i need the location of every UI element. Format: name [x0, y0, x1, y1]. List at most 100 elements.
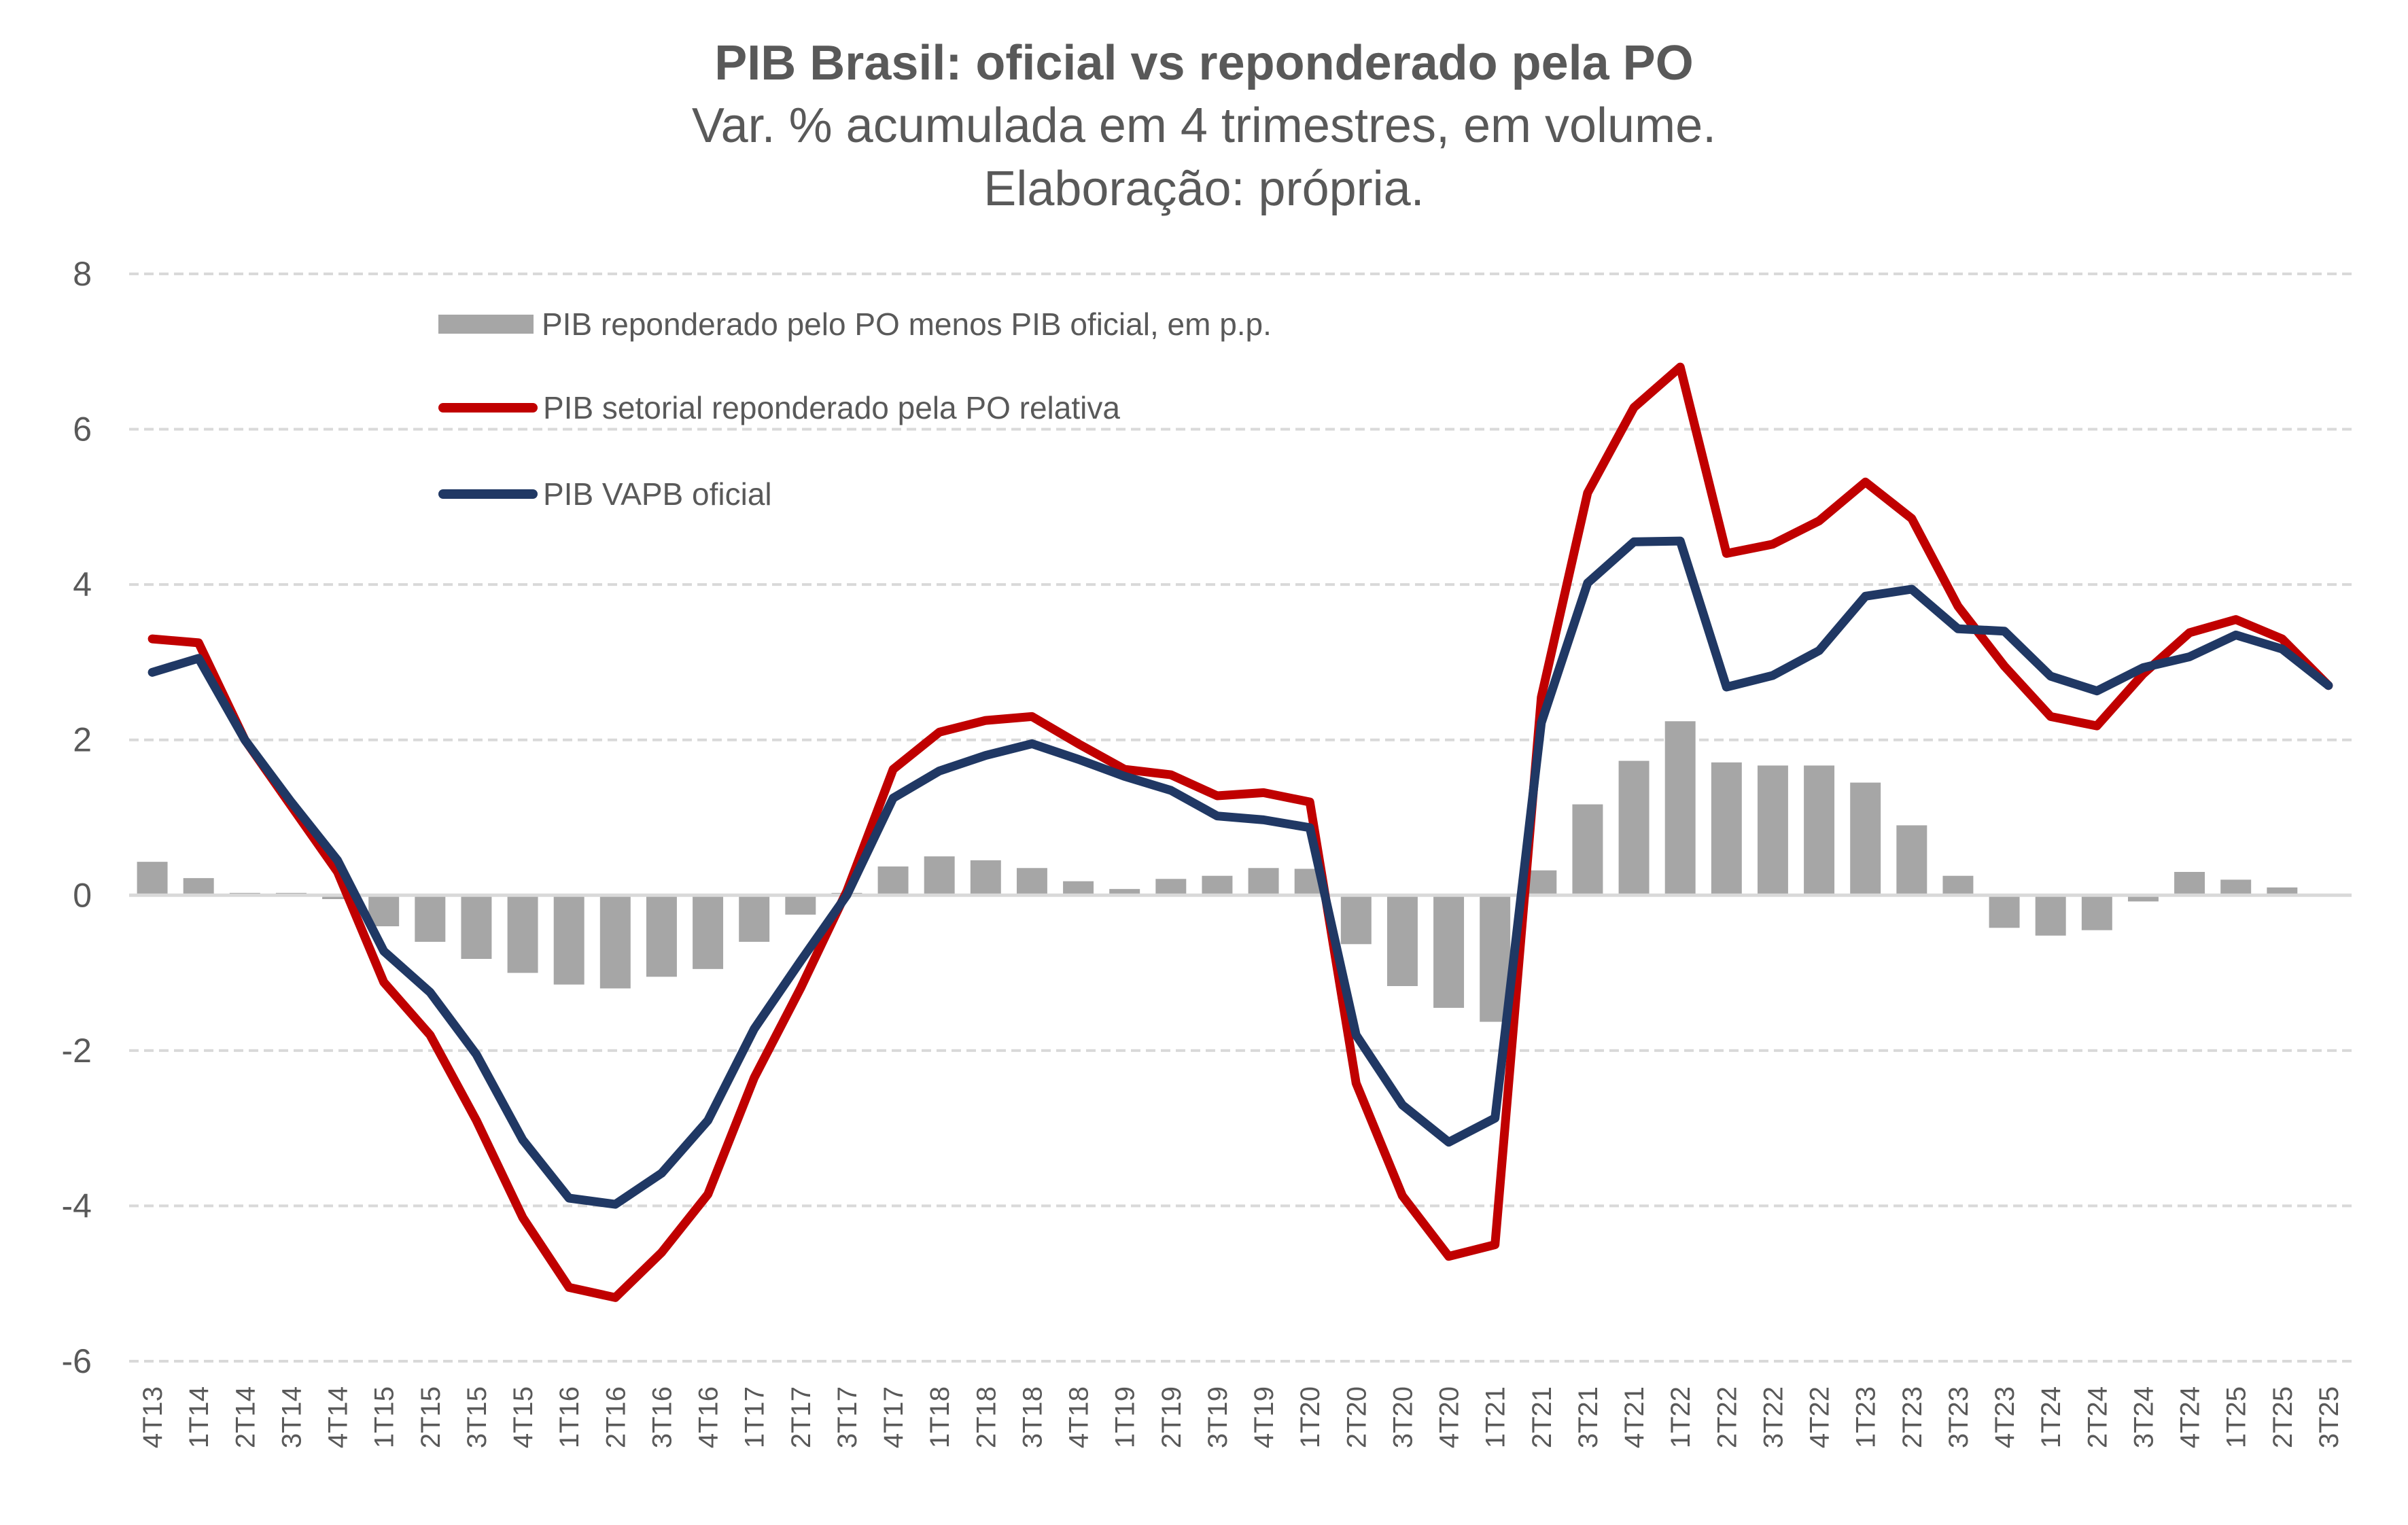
x-tick-label: 4T18: [1064, 1386, 1094, 1448]
x-tick-label: 4T21: [1620, 1386, 1650, 1448]
bar-2T19: [1155, 879, 1187, 896]
x-tick-label: 3T25: [2314, 1386, 2344, 1448]
x-tick-label: 1T25: [2222, 1386, 2252, 1448]
chart-source: Elaboração: própria.: [983, 162, 1425, 216]
bar-2T17: [785, 895, 816, 915]
x-tick-label: 1T19: [1111, 1386, 1140, 1448]
bar-1T19: [1109, 889, 1140, 896]
x-tick-label: 2T21: [1527, 1386, 1557, 1448]
bar-1T17: [739, 895, 770, 942]
legend-line-swatch: [438, 489, 538, 499]
legend-line-swatch: [438, 403, 538, 413]
x-tick-label: 1T23: [1851, 1386, 1881, 1448]
x-tick-label: 2T24: [2082, 1386, 2112, 1448]
x-tick-label: 4T14: [324, 1386, 353, 1448]
x-tick-label: 4T24: [2176, 1386, 2205, 1448]
y-tick-label: -4: [62, 1187, 92, 1225]
x-tick-label: 4T20: [1435, 1386, 1465, 1448]
x-tick-label: 3T24: [2129, 1386, 2159, 1448]
bar-2T15: [415, 895, 446, 942]
x-tick-label: 3T15: [462, 1386, 492, 1448]
x-tick-label: 2T20: [1342, 1386, 1372, 1448]
bar-3T16: [646, 895, 677, 977]
x-tick-label: 4T23: [1990, 1386, 2020, 1448]
x-tick-label: 1T16: [555, 1386, 584, 1448]
bar-4T15: [507, 895, 538, 973]
x-tick-label: 1T21: [1481, 1386, 1511, 1448]
x-tick-label: 2T17: [786, 1386, 816, 1448]
bar-4T19: [1248, 868, 1279, 896]
bar-3T18: [1016, 868, 1047, 896]
legend-item-bar: PIB reponderado pelo PO menos PIB oficia…: [438, 306, 1272, 343]
chart-title: PIB Brasil: oficial vs reponderado pela …: [714, 36, 1694, 90]
line-pib-vapb-oficial: [147, 536, 2333, 1209]
x-tick-label: 1T20: [1295, 1386, 1325, 1448]
bar-3T15: [461, 895, 492, 959]
legend-item-red-line: PIB setorial reponderado pela PO relativ…: [438, 389, 1120, 426]
bar-3T24: [2127, 895, 2159, 902]
bar-3T20: [1386, 895, 1418, 986]
x-axis-ticks: 4T13 1T14 2T14 3T14 4T14 1T15 2T15 3T15 4T15 1T16…: [138, 1386, 2344, 1448]
bar-4T14: [322, 895, 353, 899]
bar-2T24: [2081, 895, 2112, 930]
legend-label: PIB setorial reponderado pela PO relativ…: [543, 390, 1120, 425]
bar-series: [137, 721, 2344, 1022]
x-tick-label: 3T19: [1203, 1386, 1233, 1448]
bar-3T22: [1757, 765, 1788, 896]
x-tick-label: 4T16: [694, 1386, 724, 1448]
bar-3T21: [1572, 804, 1603, 896]
y-tick-label: -2: [62, 1032, 92, 1070]
bar-4T13: [137, 862, 168, 896]
bar-1T25: [2220, 879, 2252, 896]
gridlines: [129, 273, 2352, 1363]
x-tick-label: 1T17: [740, 1386, 770, 1448]
x-tick-label: 3T14: [277, 1386, 307, 1448]
x-tick-label: 3T23: [1944, 1386, 1974, 1448]
bar-2T20: [1340, 895, 1372, 945]
bar-1T16: [553, 895, 584, 985]
bar-4T24: [2174, 872, 2205, 896]
x-tick-label: 4T17: [879, 1386, 909, 1448]
bar-1T14: [183, 878, 214, 896]
bar-1T18: [924, 856, 955, 896]
x-tick-label: 4T15: [508, 1386, 538, 1448]
bar-4T21: [1618, 760, 1650, 896]
x-tick-label: 3T17: [833, 1386, 862, 1448]
line-pib-setorial-reponderado: [147, 362, 2333, 1302]
x-tick-label: 2T22: [1712, 1386, 1742, 1448]
x-tick-label: 3T20: [1388, 1386, 1418, 1448]
y-tick-label: 4: [73, 565, 92, 603]
x-tick-label: 3T21: [1573, 1386, 1603, 1448]
x-tick-label: 2T25: [2268, 1386, 2298, 1448]
bar-1T22: [1664, 721, 1696, 896]
bar-1T24: [2035, 895, 2066, 936]
y-tick-label: -6: [62, 1342, 92, 1380]
legend-bar-swatch: [438, 315, 534, 334]
bar-3T23: [1942, 875, 1974, 896]
legend-label: PIB reponderado pelo PO menos PIB oficia…: [542, 306, 1272, 342]
bar-4T20: [1433, 895, 1465, 1008]
bar-2T18: [970, 860, 1001, 896]
bar-2T16: [599, 895, 631, 989]
x-tick-label: 1T18: [925, 1386, 955, 1448]
x-tick-label: 3T22: [1758, 1386, 1788, 1448]
x-tick-label: 2T19: [1157, 1386, 1187, 1448]
x-tick-label: 2T15: [416, 1386, 446, 1448]
bar-4T17: [877, 866, 909, 896]
line-series: [147, 362, 2333, 1302]
x-tick-label: 3T18: [1017, 1386, 1047, 1448]
bar-4T16: [693, 895, 724, 969]
x-tick-label: 4T13: [138, 1386, 168, 1448]
x-tick-label: 3T16: [647, 1386, 677, 1448]
x-tick-label: 2T18: [971, 1386, 1001, 1448]
y-tick-label: 6: [73, 410, 92, 449]
x-tick-label: 1T14: [184, 1386, 214, 1448]
bar-2T25: [2267, 887, 2298, 896]
y-tick-label: 0: [73, 876, 92, 914]
chart-subtitle: Var. % acumulada em 4 trimestres, em vol…: [691, 99, 1717, 153]
bar-4T18: [1063, 881, 1094, 896]
x-tick-label: 2T14: [230, 1386, 260, 1448]
bar-1T23: [1850, 782, 1881, 896]
bar-2T22: [1711, 762, 1742, 896]
